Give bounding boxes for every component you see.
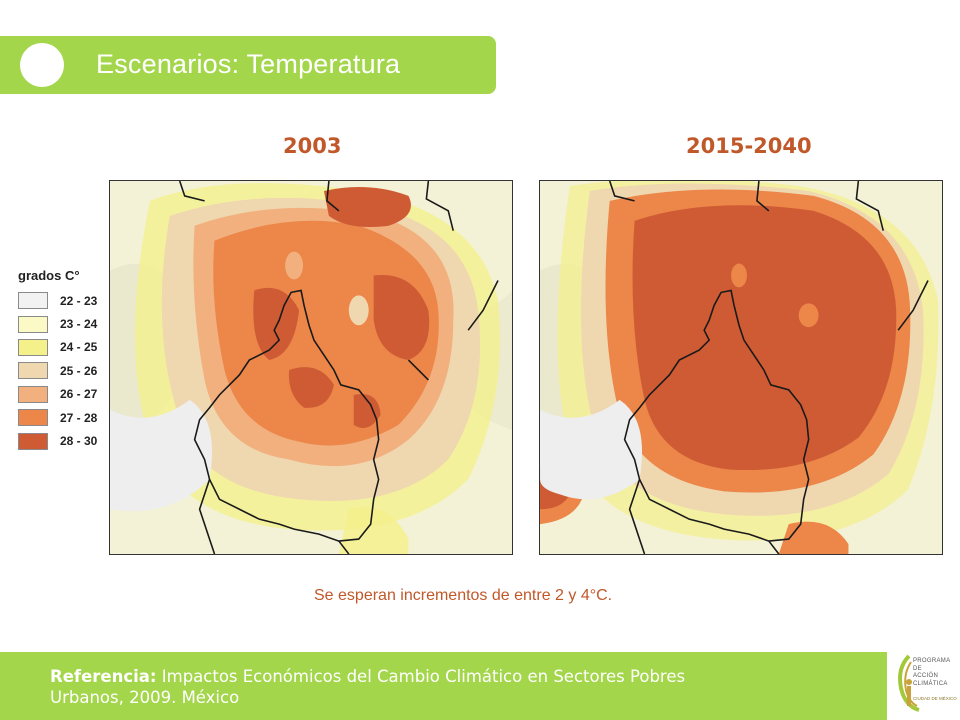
caption: Se esperan incrementos de entre 2 y 4°C. bbox=[314, 587, 613, 604]
legend-item: 22 - 23 bbox=[18, 289, 108, 312]
legend-range: 26 - 27 bbox=[60, 387, 98, 402]
legend-item: 26 - 27 bbox=[18, 383, 108, 406]
legend-swatch bbox=[18, 362, 48, 380]
legend-item: 25 - 26 bbox=[18, 359, 108, 382]
programa-accion-climatica-logo: PROGRAMA DE ACCIÓN CLIMÁTICA CIUDAD DE M… bbox=[893, 648, 960, 720]
title-bullet bbox=[20, 43, 64, 87]
footer-bar: Referencia: Impactos Económicos del Camb… bbox=[0, 652, 887, 720]
legend-range: 28 - 30 bbox=[60, 434, 98, 449]
legend-swatch bbox=[18, 292, 48, 310]
reference-label: Referencia: bbox=[50, 667, 157, 686]
slide-title: Escenarios: Temperatura bbox=[96, 49, 401, 79]
legend-swatch bbox=[18, 338, 48, 356]
temperature-map-2015-2040 bbox=[539, 180, 943, 555]
legend-range: 23 - 24 bbox=[60, 317, 98, 332]
legend-swatch bbox=[18, 432, 48, 450]
map-label-2015-2040: 2015-2040 bbox=[686, 134, 812, 158]
legend-range: 25 - 26 bbox=[60, 363, 98, 378]
legend-range: 24 - 25 bbox=[60, 340, 98, 355]
map-label-2003: 2003 bbox=[283, 134, 342, 158]
logo-subtext: CIUDAD DE MÉXICO bbox=[913, 696, 957, 701]
legend-swatch bbox=[18, 385, 48, 403]
legend-item: 27 - 28 bbox=[18, 406, 108, 429]
legend-swatch bbox=[18, 315, 48, 333]
legend-item: 24 - 25 bbox=[18, 336, 108, 359]
legend-title: grados C° bbox=[18, 268, 80, 283]
temperature-map-2003 bbox=[109, 180, 513, 555]
logo-text: PROGRAMA DE ACCIÓN CLIMÁTICA bbox=[913, 658, 951, 687]
legend-item: 23 - 24 bbox=[18, 312, 108, 335]
reference-text: Referencia: Impactos Económicos del Camb… bbox=[50, 666, 750, 708]
reference-body: Impactos Económicos del Cambio Climático… bbox=[50, 667, 686, 707]
legend-range: 22 - 23 bbox=[60, 293, 98, 308]
temperature-legend: grados C° 22 - 23 23 - 24 24 - 25 25 - 26 26… bbox=[18, 268, 108, 453]
legend-range: 27 - 28 bbox=[60, 410, 98, 425]
legend-swatch bbox=[18, 409, 48, 427]
title-bar: Escenarios: Temperatura bbox=[0, 36, 496, 94]
legend-item: 28 - 30 bbox=[18, 429, 108, 452]
